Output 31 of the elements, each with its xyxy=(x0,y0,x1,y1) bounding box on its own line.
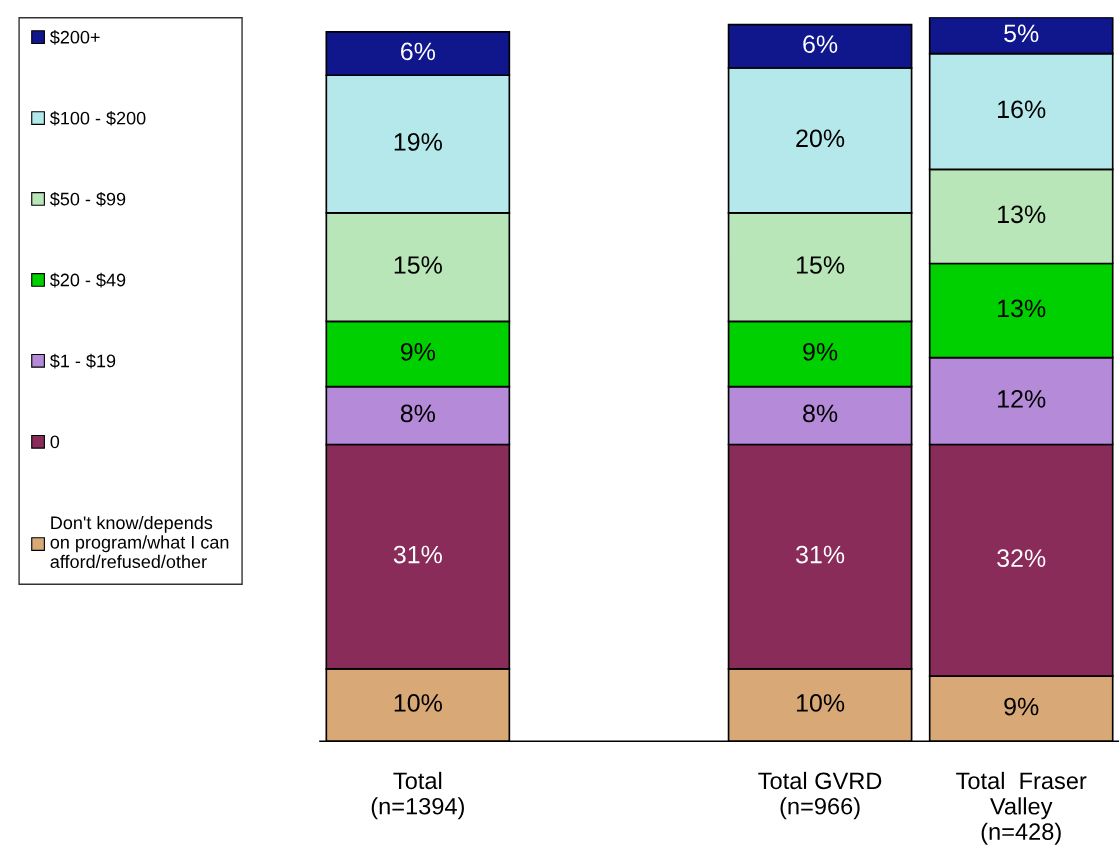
data-label: 9% xyxy=(1004,697,1039,716)
legend-label: Don't know/depends on program/what I can afford/refused/other xyxy=(50,515,229,569)
data-label: 31% xyxy=(393,545,442,564)
data-label: 13% xyxy=(998,205,1046,224)
data-label: 32% xyxy=(997,549,1046,567)
data-label: 9% xyxy=(803,342,838,361)
x-tick-label: Total (n=1394) xyxy=(371,771,464,820)
data-label: 8% xyxy=(803,404,838,423)
data-label: 15% xyxy=(394,256,442,274)
data-label: 6% xyxy=(401,42,436,61)
data-label: 9% xyxy=(400,342,436,361)
data-label: 12% xyxy=(998,390,1046,408)
legend-label: $100 - $200 xyxy=(49,110,146,126)
legend-label: $200+ xyxy=(49,30,100,45)
legend-label: 0 xyxy=(50,435,60,449)
legend-label: $1 - $19 xyxy=(49,353,116,369)
data-label: 5% xyxy=(1004,24,1039,43)
data-label: 6% xyxy=(803,35,838,54)
data-label: 19% xyxy=(394,133,442,151)
data-label: 10% xyxy=(394,694,442,712)
x-tick-label: Total Fraser Valley (n=428) xyxy=(956,771,1087,845)
data-label: 13% xyxy=(998,299,1046,318)
x-tick-label: Total GVRD (n=966) xyxy=(758,771,882,820)
legend-label: $20 - $49 xyxy=(49,272,126,288)
data-label: 20% xyxy=(796,129,845,148)
legend-label: $50 - $99 xyxy=(49,191,126,207)
data-label: 16% xyxy=(998,100,1046,119)
data-label: 10% xyxy=(796,694,845,712)
data-label: 8% xyxy=(400,404,436,423)
data-label: 15% xyxy=(796,256,845,274)
data-label: 31% xyxy=(796,545,845,564)
